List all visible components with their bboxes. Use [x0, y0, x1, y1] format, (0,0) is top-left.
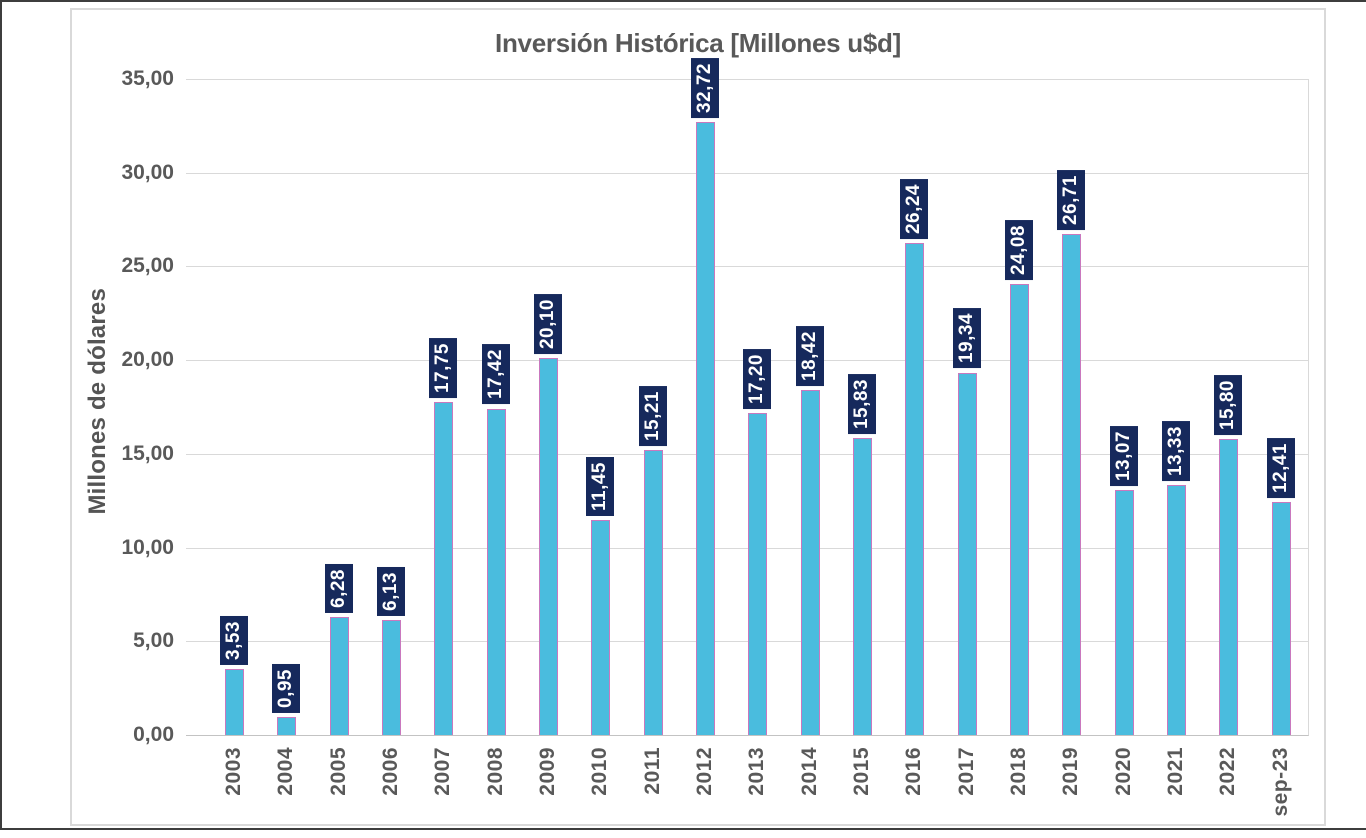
x-axis-category-label: 2003	[222, 747, 245, 796]
x-axis-category-label: 2009	[536, 747, 560, 796]
bar	[853, 438, 873, 735]
bar	[1114, 490, 1134, 735]
gridline	[186, 547, 1308, 549]
data-label: 17,42	[481, 344, 510, 405]
bar	[225, 668, 244, 735]
data-label: 6,13	[377, 567, 406, 617]
bar	[1167, 485, 1187, 735]
data-label: 26,24	[900, 179, 929, 240]
gridline	[186, 79, 1308, 80]
bar	[329, 617, 349, 735]
x-axis-category-label: 2008	[483, 747, 507, 796]
x-axis-category-label: 2022	[1216, 747, 1240, 796]
x-axis-category-label: 2019	[1059, 747, 1083, 796]
data-label: 17,75	[429, 338, 458, 399]
x-axis-category-label: 2005	[326, 747, 350, 796]
x-axis-category-label: 2015	[850, 747, 874, 796]
x-axis-category-label: 2007	[431, 747, 455, 796]
x-axis-category-label: 2020	[1111, 747, 1135, 796]
x-axis-category-label: 2014	[797, 747, 821, 796]
data-label: 0,95	[272, 664, 301, 714]
y-axis-tick-label: 25,00	[121, 254, 174, 278]
x-axis-category-label: 2013	[745, 747, 769, 796]
x-axis-category-label: 2017	[954, 747, 978, 796]
y-axis-tick-label: 20,00	[121, 348, 174, 372]
data-label: 3,53	[220, 615, 248, 665]
gridline	[186, 453, 1308, 455]
bar	[905, 243, 925, 735]
data-label: 19,34	[952, 308, 981, 369]
bar	[696, 121, 716, 735]
data-label: 18,42	[795, 325, 824, 386]
x-axis-category-label: 2021	[1164, 747, 1188, 796]
y-axis-tick-label: 30,00	[121, 160, 174, 184]
bar	[957, 372, 977, 735]
data-label: 11,45	[586, 457, 615, 517]
data-label: 24,08	[1005, 219, 1034, 280]
y-axis-tick-label: 35,00	[121, 67, 174, 90]
data-label: 6,28	[324, 564, 353, 614]
gridline	[186, 641, 1308, 643]
x-axis-category-label: 2010	[588, 747, 612, 796]
x-axis-category-label: 2018	[1007, 747, 1031, 796]
chart-title: Inversión Histórica [Millones u$d]	[495, 28, 901, 58]
bar	[643, 449, 663, 735]
y-axis-tick-label: 0,00	[133, 723, 174, 746]
x-axis-category-label: sep-23	[1268, 747, 1292, 817]
bar	[434, 402, 454, 735]
data-label: 15,83	[848, 374, 877, 435]
bar	[1271, 502, 1291, 735]
bar	[748, 412, 768, 735]
x-axis-category-label: 2004	[274, 747, 298, 796]
x-axis-category-label: 2006	[379, 747, 403, 796]
data-label: 20,10	[534, 294, 563, 355]
bar	[1219, 438, 1239, 735]
bar	[1062, 234, 1082, 735]
bar	[277, 717, 297, 735]
data-label: 13,33	[1162, 421, 1191, 482]
y-axis-tick-label: 5,00	[133, 629, 174, 653]
bar	[1010, 283, 1030, 735]
x-axis-category-label: 2011	[640, 747, 664, 795]
gridline	[186, 172, 1308, 174]
bar	[800, 389, 820, 735]
data-label: 32,72	[691, 57, 720, 118]
data-label: 12,41	[1266, 438, 1295, 499]
data-label: 15,80	[1214, 374, 1243, 435]
bar	[382, 620, 402, 735]
bar	[486, 408, 506, 735]
x-axis-category-label: 2012	[693, 747, 717, 796]
bar	[539, 358, 559, 735]
data-label: 26,71	[1057, 170, 1086, 231]
data-label: 17,20	[743, 348, 772, 409]
data-label: 15,21	[638, 385, 667, 446]
gridline	[186, 266, 1308, 268]
plot-area: 0,00 5,00 10,00 15,00 20,00 25,00 30,00 35,00 3,…	[121, 57, 1309, 817]
y-axis-title: Millones de dólares	[84, 288, 111, 515]
bar	[591, 520, 611, 735]
chart-panel: Inversión Histórica [Millones u$d] Millo…	[70, 8, 1326, 826]
y-axis-tick-label: 15,00	[121, 441, 174, 465]
x-axis-category-label: 2016	[902, 747, 926, 796]
y-axis-tick-label: 10,00	[121, 535, 174, 559]
data-label: 13,07	[1109, 425, 1138, 487]
